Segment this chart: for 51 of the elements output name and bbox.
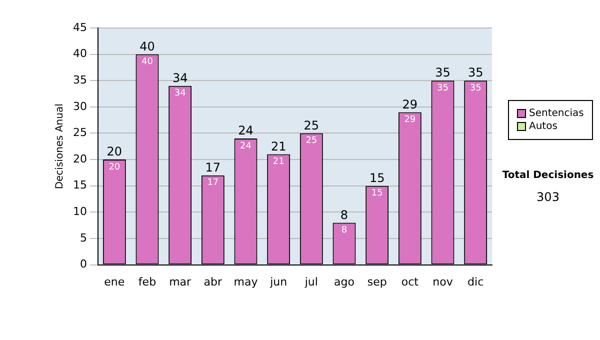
data-label: 20 bbox=[108, 162, 120, 172]
total-label: 15 bbox=[369, 170, 385, 185]
y-tick-label: 10 bbox=[72, 205, 87, 218]
y-tick-label: 45 bbox=[72, 20, 87, 34]
x-tick-label: sep bbox=[367, 275, 387, 288]
text: 303 bbox=[536, 190, 560, 204]
x-tick-label: nov bbox=[432, 275, 454, 288]
legend-label: Sentencias bbox=[529, 107, 584, 120]
x-tick-label: feb bbox=[138, 275, 156, 288]
data-label: 8 bbox=[341, 226, 348, 236]
data-label: 35 bbox=[470, 83, 482, 94]
data-label: 34 bbox=[174, 88, 186, 99]
x-tick-label: oct bbox=[401, 275, 420, 288]
y-tick-label: 20 bbox=[72, 152, 87, 166]
data-label: 25 bbox=[306, 136, 318, 146]
data-label: 21 bbox=[272, 157, 284, 168]
data-label: 35 bbox=[437, 83, 448, 94]
total-label: 35 bbox=[468, 66, 484, 80]
x-tick-label: abr bbox=[204, 275, 223, 288]
y-tick-label: 30 bbox=[72, 100, 87, 113]
text: Total Decisiones bbox=[501, 170, 595, 181]
data-label: 24 bbox=[240, 141, 252, 152]
total-label: 21 bbox=[270, 139, 286, 154]
data-label: 17 bbox=[207, 178, 219, 188]
y-tick-label: 40 bbox=[72, 47, 87, 60]
total-label: 24 bbox=[238, 124, 254, 138]
total-label: 40 bbox=[140, 39, 155, 54]
y-axis-title: Decisiones Anual bbox=[54, 104, 66, 190]
total-label: 25 bbox=[304, 118, 320, 132]
total-label: 35 bbox=[435, 66, 450, 80]
x-tick-label: dic bbox=[468, 275, 484, 288]
data-label: 29 bbox=[404, 115, 416, 126]
data-label: 15 bbox=[371, 188, 383, 199]
x-tick-label: jul bbox=[304, 275, 318, 288]
total-label: 20 bbox=[106, 144, 122, 159]
y-tick-label: 15 bbox=[72, 178, 87, 192]
y-tick-label: 35 bbox=[72, 73, 87, 86]
x-tick-label: may bbox=[234, 275, 258, 288]
total-label: 29 bbox=[402, 97, 418, 112]
data-label: 40 bbox=[142, 57, 154, 68]
x-tick-label: ene bbox=[104, 275, 125, 288]
x-tick-label: ago bbox=[334, 275, 355, 288]
y-tick-label: 0 bbox=[80, 258, 87, 271]
x-tick-label: mar bbox=[169, 275, 192, 288]
legend-label: Autos bbox=[529, 120, 558, 133]
x-tick-label: jun bbox=[269, 275, 288, 288]
total-label: 17 bbox=[205, 160, 221, 174]
y-tick-label: 5 bbox=[80, 231, 87, 244]
y-tick-label: 25 bbox=[72, 126, 87, 140]
total-label: 34 bbox=[172, 71, 188, 86]
total-label: 8 bbox=[340, 208, 348, 222]
